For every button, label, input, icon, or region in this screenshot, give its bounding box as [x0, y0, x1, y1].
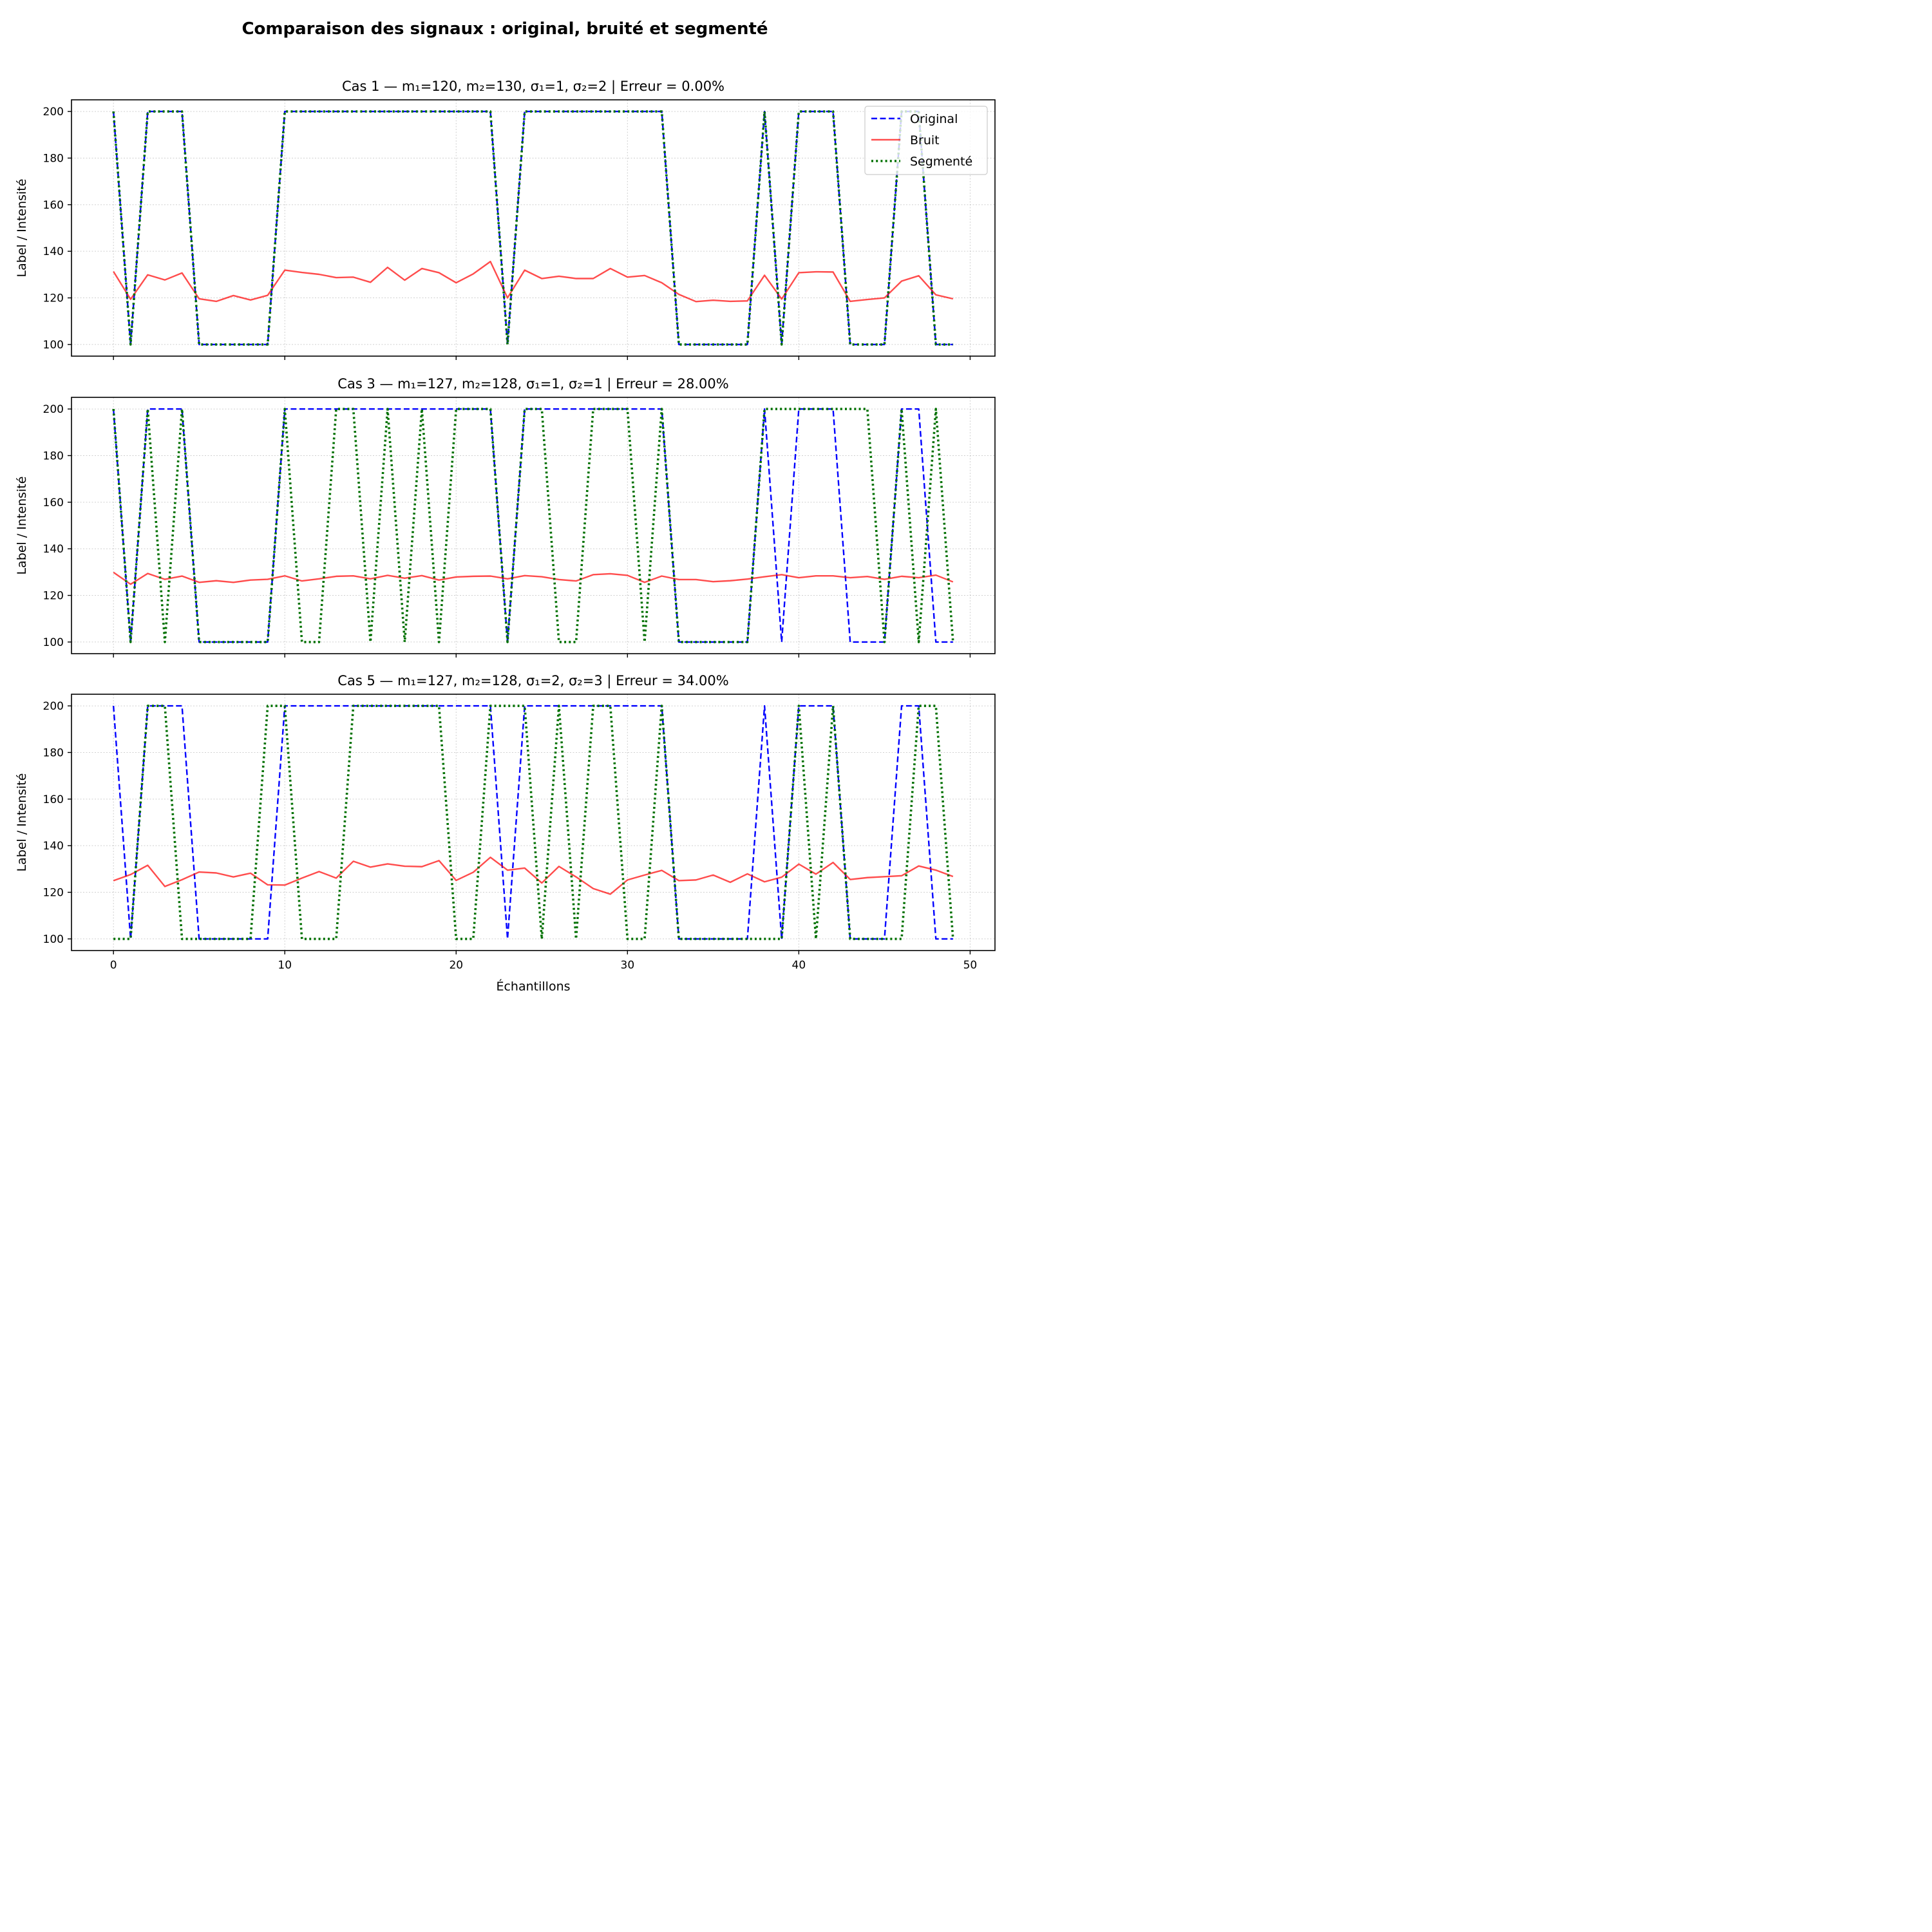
y-tick-label: 180: [43, 746, 64, 759]
legend-label-segmente: Segmenté: [910, 155, 972, 169]
y-tick-label: 100: [43, 339, 64, 352]
x-tick-label: 10: [278, 959, 292, 972]
legend: Original Bruit Segmenté: [865, 106, 987, 175]
y-tick-label: 120: [43, 590, 64, 603]
y-tick-label: 100: [43, 933, 64, 946]
y-tick-label: 200: [43, 700, 64, 713]
y-tick-label: 120: [43, 292, 64, 305]
y-tick-label: 100: [43, 636, 64, 649]
panel-title: Cas 1 — m₁=120, m₂=130, σ₁=1, σ₂=2 | Err…: [342, 79, 724, 95]
y-tick-label: 120: [43, 887, 64, 900]
figure-title: Comparaison des signaux : original, brui…: [242, 19, 768, 39]
y-tick-label: 140: [43, 245, 64, 258]
panel-title: Cas 3 — m₁=127, m₂=128, σ₁=1, σ₂=1 | Err…: [337, 376, 728, 392]
y-tick-label: 200: [43, 403, 64, 416]
y-axis-label: Label / Intensité: [15, 773, 29, 872]
y-axis-label: Label / Intensité: [15, 179, 29, 278]
x-tick-label: 40: [792, 959, 806, 972]
figure-background: [0, 0, 1007, 1007]
legend-label-bruit: Bruit: [910, 133, 940, 147]
y-tick-label: 160: [43, 497, 64, 509]
y-tick-label: 180: [43, 450, 64, 462]
figure: Comparaison des signaux : original, brui…: [0, 0, 1007, 1007]
x-axis-label: Échantillons: [496, 979, 570, 994]
x-tick-label: 50: [963, 959, 978, 972]
y-tick-label: 200: [43, 106, 64, 118]
y-tick-label: 140: [43, 840, 64, 853]
x-tick-label: 20: [449, 959, 463, 972]
panel-title: Cas 5 — m₁=127, m₂=128, σ₁=2, σ₂=3 | Err…: [337, 673, 728, 689]
y-axis-label: Label / Intensité: [15, 477, 29, 575]
x-tick-label: 30: [621, 959, 635, 972]
y-tick-label: 160: [43, 199, 64, 212]
legend-label-original: Original: [910, 112, 958, 126]
y-tick-label: 180: [43, 152, 64, 165]
y-tick-label: 160: [43, 793, 64, 806]
x-tick-label: 0: [110, 959, 117, 972]
y-tick-label: 140: [43, 543, 64, 556]
